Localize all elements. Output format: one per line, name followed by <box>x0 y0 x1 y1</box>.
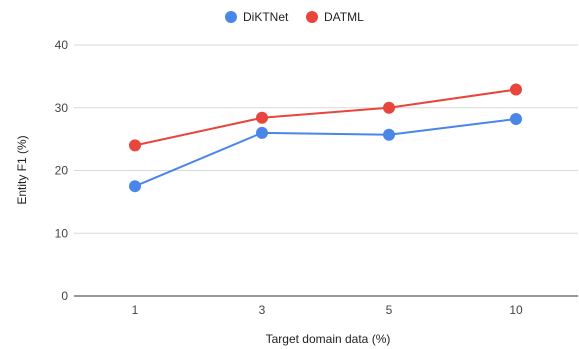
x-axis-title: Target domain data (%) <box>266 332 391 346</box>
y-tick-label: 40 <box>55 38 69 52</box>
series-line-datml <box>134 88 517 147</box>
series-line-diktnet <box>134 118 517 188</box>
x-tick-label: 3 <box>259 303 266 317</box>
gridlines <box>74 44 578 297</box>
legend-marker-datml <box>306 11 318 23</box>
data-point-diktnet <box>383 128 395 141</box>
data-point-datml <box>510 83 522 96</box>
data-point-datml <box>256 111 268 124</box>
legend-label-datml: DATML <box>324 10 364 24</box>
x-axis-ticks: 1 3 5 10 <box>132 303 523 317</box>
x-tick-label: 5 <box>386 303 393 317</box>
y-axis-ticks: 0 10 20 30 40 <box>55 38 69 303</box>
data-point-datml <box>383 101 395 114</box>
y-tick-label: 30 <box>55 101 69 115</box>
data-point-datml <box>129 139 141 152</box>
data-point-diktnet <box>256 126 268 139</box>
x-tick-label: 1 <box>132 303 139 317</box>
y-tick-label: 20 <box>55 164 69 178</box>
y-tick-label: 0 <box>61 289 68 303</box>
y-axis-title: Entity F1 (%) <box>15 135 29 204</box>
legend: DiKTNet DATML <box>225 10 364 24</box>
data-point-diktnet <box>510 113 522 126</box>
y-tick-label: 10 <box>55 226 69 240</box>
series-layer <box>129 83 522 193</box>
legend-marker-diktnet <box>225 11 237 23</box>
legend-label-diktnet: DiKTNet <box>243 10 289 24</box>
data-point-diktnet <box>129 180 141 193</box>
x-tick-label: 10 <box>509 303 523 317</box>
